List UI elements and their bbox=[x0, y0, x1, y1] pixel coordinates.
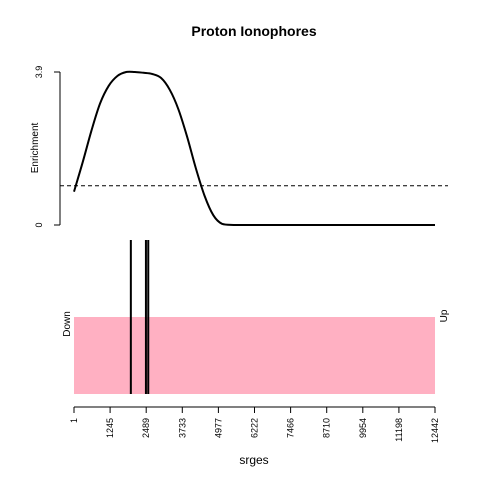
x-tick-label: 1 bbox=[69, 418, 79, 423]
x-tick-label: 3733 bbox=[177, 418, 187, 438]
x-axis: 1 1245 2489 3733 4977 6222 7466 8710 9954 11198 12… bbox=[69, 406, 440, 443]
x-tick-label: 12442 bbox=[430, 418, 440, 443]
x-axis-label: srges bbox=[239, 453, 268, 467]
enrichment-curve bbox=[73, 70, 435, 227]
enrichment-panel: 3.9 0 Enrichment bbox=[30, 66, 448, 228]
chart-title: Proton Ionophores bbox=[191, 23, 316, 39]
barcode-panel: Down Up bbox=[62, 240, 450, 394]
x-tick-label: 9954 bbox=[358, 418, 368, 438]
x-tick-label: 2489 bbox=[141, 418, 151, 438]
y-tick-label: 3.9 bbox=[34, 66, 44, 79]
up-label: Up bbox=[439, 309, 450, 322]
x-tick-label: 1245 bbox=[105, 418, 115, 438]
y-tick-label: 0 bbox=[34, 222, 44, 227]
x-tick-label: 8710 bbox=[322, 418, 332, 438]
down-label: Down bbox=[62, 311, 73, 337]
x-ticks: 1 1245 2489 3733 4977 6222 7466 8710 9954 11198 12… bbox=[69, 407, 440, 443]
barcode-background bbox=[74, 317, 435, 394]
x-tick-label: 6222 bbox=[250, 418, 260, 438]
x-tick-label: 4977 bbox=[213, 418, 223, 438]
x-tick-label: 7466 bbox=[286, 418, 296, 438]
x-tick-label: 11198 bbox=[394, 418, 404, 442]
gene-set-lines bbox=[129, 240, 150, 394]
y-axis-label: Enrichment bbox=[30, 122, 41, 173]
